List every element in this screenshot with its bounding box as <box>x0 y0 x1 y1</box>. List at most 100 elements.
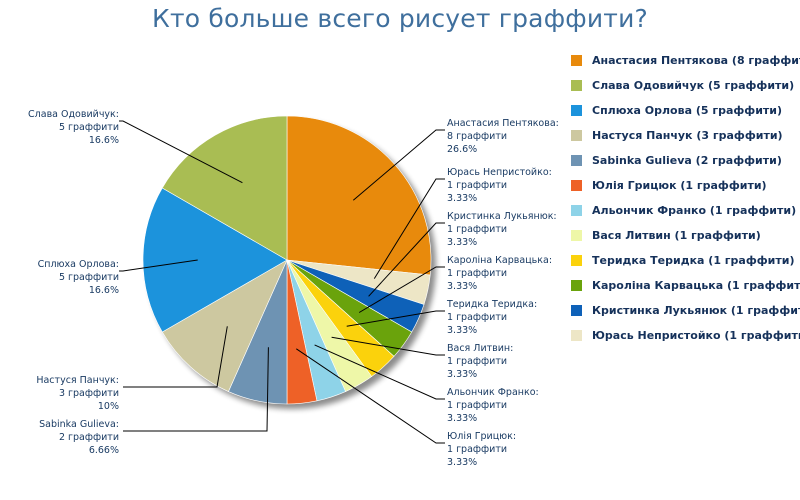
label-name: Кристинка Лукьянюк: <box>447 211 557 222</box>
legend-item[interactable]: Теридка Теридка (1 граффити) <box>571 253 799 278</box>
data-label-слава-одовийчук: Слава Одовийчук: 5 граффити 16.6% <box>28 109 119 146</box>
label-value: 5 граффити <box>59 122 119 133</box>
legend-item[interactable]: Юлія Грицюк (1 граффити) <box>571 178 799 203</box>
legend-swatch <box>571 230 582 241</box>
legend-label: Сплюха Орлова (5 граффити) <box>592 104 783 117</box>
label-value: 1 граффити <box>447 268 507 279</box>
legend-swatch <box>571 330 582 341</box>
label-value: 1 граффити <box>447 180 507 191</box>
leader-line-кароліна-карвацька <box>358 266 445 313</box>
legend-item[interactable]: Юрась Непристойко (1 граффити) <box>571 328 800 353</box>
legend-item[interactable]: Анастасия Пентякова (8 граффити) <box>571 53 800 78</box>
pie-slice-сплюха-орлова[interactable] <box>142 187 288 333</box>
label-value: 1 граффити <box>447 444 507 455</box>
label-percent: 3.33% <box>447 237 477 248</box>
data-label-sabinka-gulieva: Sabinka Gulieva: 2 граффити 6.66% <box>39 419 119 456</box>
label-percent: 16.6% <box>89 135 119 146</box>
legend-item[interactable]: Альончик Франко (1 граффити) <box>571 203 799 228</box>
leader-line-сплюха-орлова <box>119 259 198 272</box>
legend-item[interactable]: Sabinka Gulieva (2 граффити) <box>571 153 799 178</box>
label-percent: 3.33% <box>447 281 477 292</box>
leader-line-настуся-панчук <box>123 326 228 388</box>
legend-swatch <box>571 130 582 141</box>
legend-label: Юрась Непристойко (1 граффити) <box>592 329 800 342</box>
legend-label: Вася Литвин (1 граффити) <box>592 229 761 242</box>
legend-swatch <box>571 55 582 66</box>
leader-line-кристинка-лукьянюк <box>368 222 445 297</box>
legend-label: Слава Одовийчук (5 граффити) <box>592 79 795 92</box>
legend-item[interactable]: Кристинка Лукьянюк (1 граффити) <box>571 303 800 328</box>
data-label-юлія-грицюк: Юлія Грицюк: 1 граффити 3.33% <box>447 431 516 468</box>
label-name: Анастасия Пентякова: <box>447 118 559 129</box>
label-value: 1 граффити <box>447 312 507 323</box>
label-value: 2 граффити <box>59 432 119 443</box>
data-label-настуся-панчук: Настуся Панчук: 3 граффити 10% <box>36 375 119 412</box>
label-percent: 3.33% <box>447 193 477 204</box>
legend-label: Анастасия Пентякова (8 граффити) <box>592 54 800 67</box>
data-label-альончик-франко: Альончик Франко: 1 граффити 3.33% <box>447 387 539 424</box>
label-percent: 3.33% <box>447 325 477 336</box>
leader-line-sabinka-gulieva <box>123 347 269 432</box>
legend-swatch <box>571 280 582 291</box>
legend-item[interactable]: Слава Одовийчук (5 граффити) <box>571 78 799 103</box>
label-percent: 3.33% <box>447 413 477 424</box>
legend-swatch <box>571 180 582 191</box>
data-label-теридка-теридка: Теридка Теридка: 1 граффити 3.33% <box>446 299 537 336</box>
label-percent: 3.33% <box>447 457 477 468</box>
data-label-кароліна-карвацька: Кароліна Карвацька: 1 граффити 3.33% <box>447 255 552 292</box>
legend-label: Альончик Франко (1 граффити) <box>592 204 797 217</box>
label-name: Кароліна Карвацька: <box>447 255 552 266</box>
leader-line-слава-одовийчук <box>119 120 243 184</box>
legend-label: Sabinka Gulieva (2 граффити) <box>592 154 782 167</box>
legend-item[interactable]: Кароліна Карвацька (1 граффити) <box>571 278 800 303</box>
leader-line-теридка-теридка <box>346 310 445 327</box>
pie-slice-настуся-панчук[interactable] <box>161 259 288 392</box>
label-percent: 6.66% <box>89 445 119 456</box>
legend-swatch <box>571 105 582 116</box>
chart-legend: Анастасия Пентякова (8 граффити) Слава Од… <box>571 53 800 353</box>
label-name: Настуся Панчук: <box>36 375 119 386</box>
data-label-анастасия-пентякова: Анастасия Пентякова: 8 граффити 26.6% <box>447 118 559 155</box>
label-name: Сплюха Орлова: <box>38 259 119 270</box>
leader-line-анастасия-пентякова <box>352 129 445 201</box>
legend-label: Настуся Панчук (3 граффити) <box>592 129 783 142</box>
legend-label: Юлія Грицюк (1 граффити) <box>592 179 767 192</box>
legend-label: Кристинка Лукьянюк (1 граффити) <box>592 304 800 317</box>
legend-item[interactable]: Сплюха Орлова (5 граффити) <box>571 103 799 128</box>
label-name: Юлія Грицюк: <box>447 431 516 442</box>
legend-swatch <box>571 80 582 91</box>
label-value: 1 граффити <box>447 400 507 411</box>
leader-line-вася-литвин <box>331 336 445 356</box>
legend-label: Теридка Теридка (1 граффити) <box>592 254 795 267</box>
pie-slice-слава-одовийчук[interactable] <box>161 115 288 261</box>
label-value: 1 граффити <box>447 356 507 367</box>
legend-swatch <box>571 305 582 316</box>
label-percent: 16.6% <box>89 285 119 296</box>
chart-title: Кто больше всего рисует граффити? <box>152 4 648 33</box>
label-name: Sabinka Gulieva: <box>39 419 119 430</box>
data-label-вася-литвин: Вася Литвин: 1 граффити 3.33% <box>447 343 513 380</box>
label-value: 1 граффити <box>447 224 507 235</box>
label-percent: 10% <box>98 401 119 412</box>
leader-line-юлія-грицюк <box>296 348 445 444</box>
data-label-юрась-непристойко: Юрась Непристойко: 1 граффити 3.33% <box>447 167 552 204</box>
label-name: Слава Одовийчук: <box>28 109 119 120</box>
legend-label: Кароліна Карвацька (1 граффити) <box>592 279 800 292</box>
legend-swatch <box>571 255 582 266</box>
label-name: Юрась Непристойко: <box>447 167 552 178</box>
label-value: 5 граффити <box>59 272 119 283</box>
label-name: Теридка Теридка: <box>446 299 537 310</box>
label-value: 8 граффити <box>447 131 507 142</box>
legend-swatch <box>571 205 582 216</box>
leader-line-альончик-франко <box>314 344 445 400</box>
data-label-сплюха-орлова: Сплюха Орлова: 5 граффити 16.6% <box>38 259 119 296</box>
legend-swatch <box>571 155 582 166</box>
legend-item[interactable]: Вася Литвин (1 граффити) <box>571 228 799 253</box>
label-value: 3 граффити <box>59 388 119 399</box>
label-percent: 3.33% <box>447 369 477 380</box>
label-name: Альончик Франко: <box>447 387 539 398</box>
label-name: Вася Литвин: <box>447 343 513 354</box>
legend-item[interactable]: Настуся Панчук (3 граффити) <box>571 128 799 153</box>
label-percent: 26.6% <box>447 144 477 155</box>
